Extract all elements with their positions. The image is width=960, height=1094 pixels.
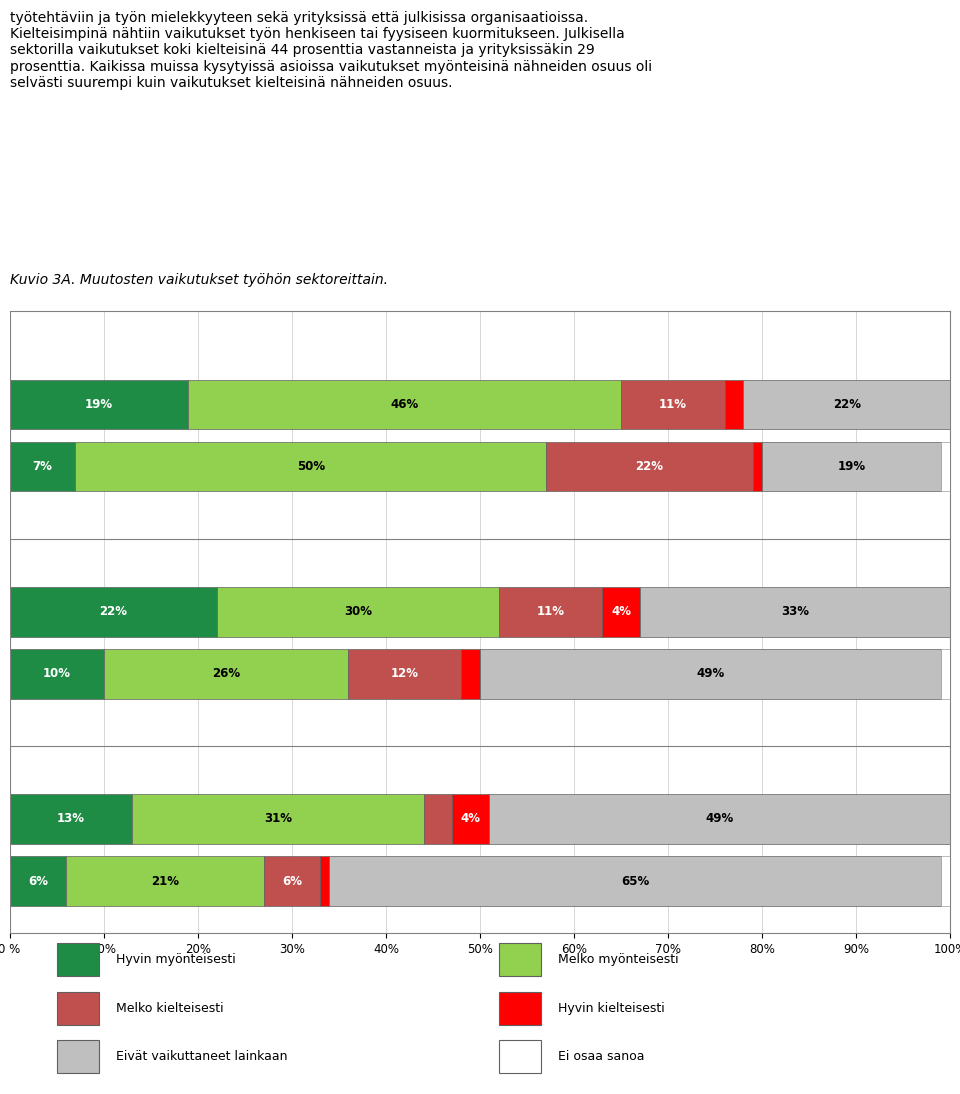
Text: 46%: 46% — [391, 398, 419, 411]
Bar — [725, 380, 743, 429]
Bar — [10, 442, 76, 491]
Bar — [132, 794, 423, 843]
Bar — [66, 857, 264, 906]
Bar — [10, 857, 66, 906]
Bar — [217, 586, 499, 637]
FancyBboxPatch shape — [499, 991, 541, 1024]
Text: Kuvio 3A. Muutosten vaikutukset työhön sektoreittain.: Kuvio 3A. Muutosten vaikutukset työhön s… — [10, 274, 388, 287]
Text: 19%: 19% — [84, 398, 113, 411]
Bar — [10, 380, 188, 429]
Text: 49%: 49% — [696, 667, 725, 680]
Text: 6%: 6% — [282, 874, 301, 887]
Text: 12%: 12% — [391, 667, 419, 680]
Text: Ei osaa sanoa: Ei osaa sanoa — [558, 1049, 644, 1062]
Text: 31%: 31% — [264, 813, 292, 826]
Text: 22%: 22% — [636, 461, 663, 473]
Bar — [348, 649, 461, 699]
Text: 19%: 19% — [837, 461, 866, 473]
Bar — [104, 649, 348, 699]
Text: 13%: 13% — [57, 813, 84, 826]
Bar — [941, 649, 950, 699]
Text: 22%: 22% — [833, 398, 861, 411]
Bar — [490, 794, 950, 843]
Bar — [423, 794, 452, 843]
Text: 6%: 6% — [28, 874, 48, 887]
Bar — [602, 586, 640, 637]
Bar — [753, 442, 762, 491]
Bar — [10, 794, 132, 843]
Text: 11%: 11% — [537, 605, 564, 618]
Text: 21%: 21% — [151, 874, 179, 887]
Bar — [640, 586, 950, 637]
FancyBboxPatch shape — [499, 943, 541, 977]
Bar — [762, 442, 941, 491]
FancyBboxPatch shape — [57, 1039, 99, 1072]
Bar — [546, 442, 753, 491]
Text: Eivät vaikuttaneet lainkaan: Eivät vaikuttaneet lainkaan — [116, 1049, 287, 1062]
Text: 7%: 7% — [33, 461, 53, 473]
Text: Hyvin myönteisesti: Hyvin myönteisesti — [116, 954, 235, 966]
Text: 49%: 49% — [706, 813, 734, 826]
FancyBboxPatch shape — [499, 1039, 541, 1072]
Bar — [461, 649, 480, 699]
Bar — [329, 857, 941, 906]
Text: 33%: 33% — [781, 605, 809, 618]
Text: työtehtäviin ja työn mielekkyyteen sekä yrityksissä että julkisissa organisaatio: työtehtäviin ja työn mielekkyyteen sekä … — [10, 11, 652, 90]
Text: Melko kielteisesti: Melko kielteisesti — [116, 1001, 224, 1014]
Text: Hyvin kielteisesti: Hyvin kielteisesti — [558, 1001, 665, 1014]
Text: 30%: 30% — [344, 605, 372, 618]
Bar — [941, 442, 950, 491]
Bar — [621, 380, 725, 429]
Bar — [941, 857, 950, 906]
Text: 26%: 26% — [212, 667, 240, 680]
Text: 65%: 65% — [621, 874, 649, 887]
Bar — [264, 857, 320, 906]
Bar — [10, 649, 104, 699]
Bar — [743, 380, 950, 429]
Bar — [452, 794, 490, 843]
Text: Melko myönteisesti: Melko myönteisesti — [558, 954, 679, 966]
Bar — [499, 586, 602, 637]
Text: 4%: 4% — [461, 813, 481, 826]
Bar — [320, 857, 329, 906]
Text: 10%: 10% — [42, 667, 71, 680]
Bar — [480, 649, 941, 699]
Text: 11%: 11% — [659, 398, 686, 411]
FancyBboxPatch shape — [57, 991, 99, 1024]
Bar — [10, 586, 217, 637]
Text: 4%: 4% — [612, 605, 631, 618]
Text: 22%: 22% — [99, 605, 127, 618]
Bar — [76, 442, 546, 491]
FancyBboxPatch shape — [57, 943, 99, 977]
Bar — [188, 380, 621, 429]
Text: 50%: 50% — [297, 461, 324, 473]
